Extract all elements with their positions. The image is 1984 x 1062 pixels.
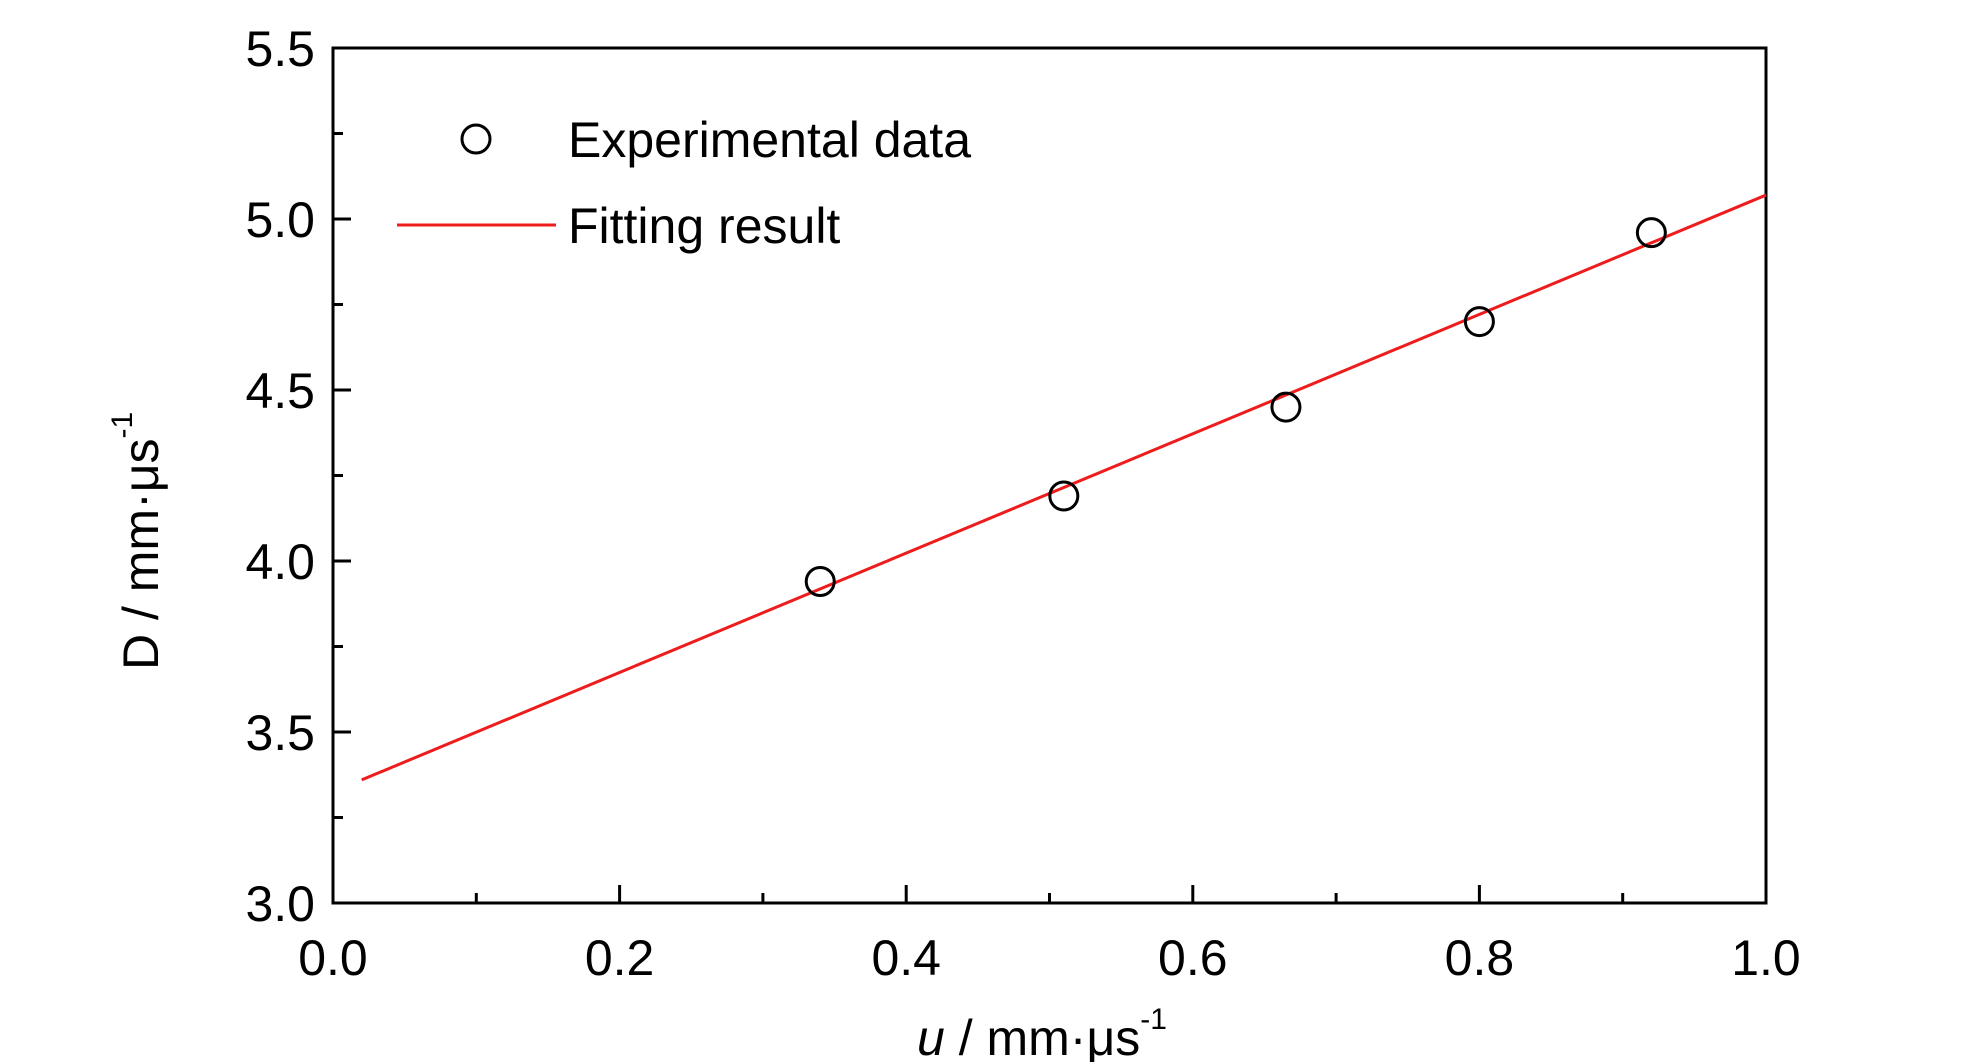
data-point — [1270, 391, 1302, 423]
fit-line — [361, 193, 1767, 782]
plot-series — [361, 193, 1767, 782]
plot-frame — [331, 46, 1768, 905]
x-tick-label: 0.6 — [1158, 930, 1228, 986]
x-axis-ticks — [331, 885, 1768, 903]
legend-marker-experimental — [460, 123, 492, 155]
x-axis-tick-labels: 0.0 0.2 0.4 0.6 0.8 1.0 — [298, 930, 1801, 986]
y-tick-label: 4.5 — [245, 363, 315, 419]
data-point — [1635, 217, 1667, 249]
x-axis-title: u / mm·μs-1 — [917, 1003, 1167, 1062]
y-axis-ticks — [333, 46, 351, 905]
legend-label-fitting: Fitting result — [568, 198, 840, 254]
y-tick-label: 3.5 — [245, 705, 315, 761]
legend: Experimental data Fitting result — [397, 112, 971, 254]
y-tick-label: 4.0 — [245, 534, 315, 590]
x-tick-label: 0.2 — [585, 930, 655, 986]
legend-label-experimental: Experimental data — [568, 112, 971, 168]
x-tick-label: 0.4 — [871, 930, 941, 986]
data-point — [804, 566, 836, 598]
x-tick-label: 0.8 — [1445, 930, 1515, 986]
y-axis-tick-labels: 3.0 3.5 4.0 4.5 5.0 5.5 — [245, 21, 315, 932]
data-point — [1463, 306, 1495, 338]
y-tick-label: 5.5 — [245, 21, 315, 77]
y-tick-label: 3.0 — [245, 876, 315, 932]
y-axis-title: D / mm·μs-1 — [106, 412, 169, 670]
y-tick-label: 5.0 — [245, 192, 315, 248]
data-point — [1048, 480, 1080, 512]
x-tick-label: 0.0 — [298, 930, 368, 986]
x-tick-label: 1.0 — [1731, 930, 1801, 986]
